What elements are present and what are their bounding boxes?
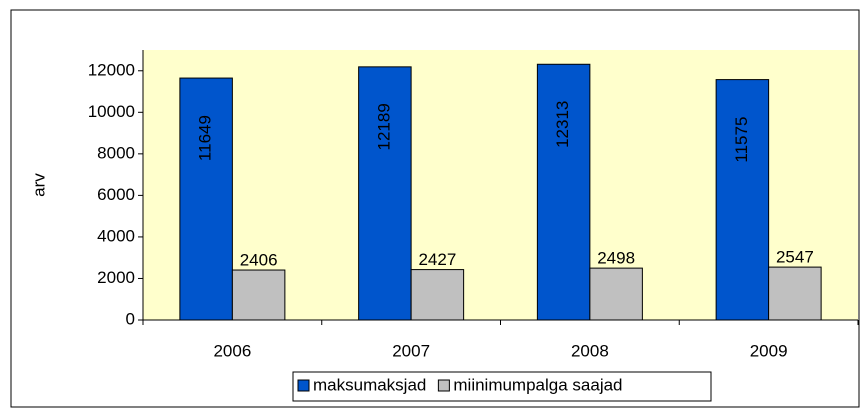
y-tick-label: 2000	[97, 268, 135, 287]
y-tick-label: 4000	[97, 226, 135, 245]
bar	[768, 266, 822, 321]
x-tick-label: 2008	[571, 341, 609, 360]
bar	[358, 66, 412, 321]
data-label: 2406	[240, 251, 278, 270]
bar	[179, 77, 233, 321]
x-tick-label: 2009	[750, 341, 788, 360]
legend-label: maksumaksjad	[313, 375, 426, 394]
data-label: 2498	[597, 249, 635, 268]
y-tick-label: 8000	[97, 143, 135, 162]
y-tick-label: 6000	[97, 185, 135, 204]
y-tick-label: 12000	[88, 60, 135, 79]
bar	[715, 79, 770, 321]
data-label: 12313	[553, 101, 572, 148]
data-label: 12189	[374, 103, 393, 150]
data-label: 2427	[418, 250, 456, 269]
y-tick-label: 10000	[88, 102, 135, 121]
bar	[410, 269, 465, 321]
bar	[536, 63, 591, 321]
legend-swatch	[297, 379, 310, 392]
bar	[589, 267, 643, 321]
data-label: 11575	[732, 117, 751, 163]
legend-box	[292, 371, 712, 402]
y-axis-label: arv	[29, 173, 48, 197]
data-label: 11649	[196, 115, 215, 161]
bar	[231, 269, 286, 321]
legend-swatch	[437, 379, 450, 392]
y-tick-label: 0	[126, 309, 135, 328]
x-tick-label: 2006	[213, 341, 251, 360]
data-label: 2547	[776, 248, 814, 267]
legend-label: miinimumpalga saajad	[453, 375, 622, 394]
x-tick-label: 2007	[392, 341, 430, 360]
